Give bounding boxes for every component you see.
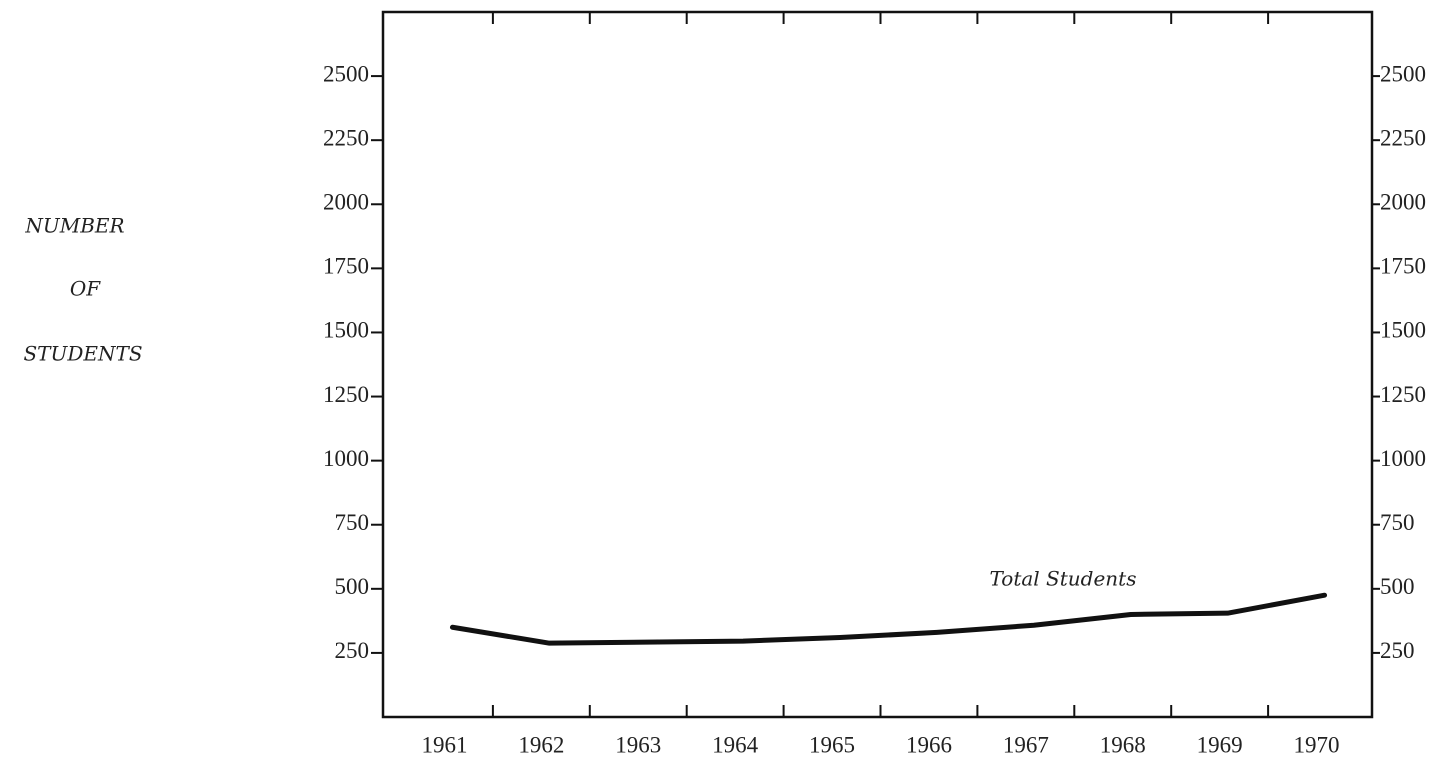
y2-tick-label: 1750: [1380, 254, 1426, 279]
y-tick-label: 1000: [323, 446, 369, 471]
x-tick-label: 1969: [1197, 732, 1243, 757]
y-tick-label: 250: [335, 638, 370, 663]
y-tick-label: 500: [335, 574, 370, 599]
annotation: Total Students: [990, 567, 1137, 591]
x-tick-label: 1968: [1100, 732, 1146, 757]
x-tick-label: 1961: [421, 732, 467, 757]
y-axis-label: NUMBER: [24, 214, 124, 238]
x-tick-label: 1962: [518, 732, 564, 757]
data-line: [449, 592, 1328, 646]
y-tick-label: 1250: [323, 382, 369, 407]
y2-tick-label: 750: [1380, 510, 1415, 535]
x-tick-label: 1965: [809, 732, 855, 757]
y2-tick-label: 2500: [1380, 61, 1426, 86]
x-tick-label: 1967: [1003, 732, 1049, 757]
y-axis-label: STUDENTS: [23, 342, 142, 366]
y-tick-label: 2250: [323, 125, 369, 150]
y-tick-label: 1500: [323, 318, 369, 343]
y-tick-label: 1750: [323, 254, 369, 279]
y-tick-label: 2000: [323, 190, 369, 215]
y-axis-label: OF: [70, 277, 101, 301]
y2-tick-label: 1250: [1380, 382, 1426, 407]
x-tick-label: 1964: [712, 732, 759, 757]
y2-tick-label: 1000: [1380, 446, 1426, 471]
y2-tick-label: 2250: [1380, 125, 1426, 150]
y-tick-label: 2500: [323, 61, 369, 86]
plot-frame: [381, 10, 1374, 719]
y2-tick-label: 2000: [1380, 190, 1426, 215]
y2-tick-label: 250: [1380, 638, 1415, 663]
x-tick-label: 1966: [906, 732, 952, 757]
x-tick-label: 1970: [1294, 732, 1340, 757]
x-tick-label: 1963: [615, 732, 661, 757]
y2-tick-label: 500: [1380, 574, 1415, 599]
y2-tick-label: 1500: [1380, 318, 1426, 343]
y-tick-label: 750: [335, 510, 370, 535]
